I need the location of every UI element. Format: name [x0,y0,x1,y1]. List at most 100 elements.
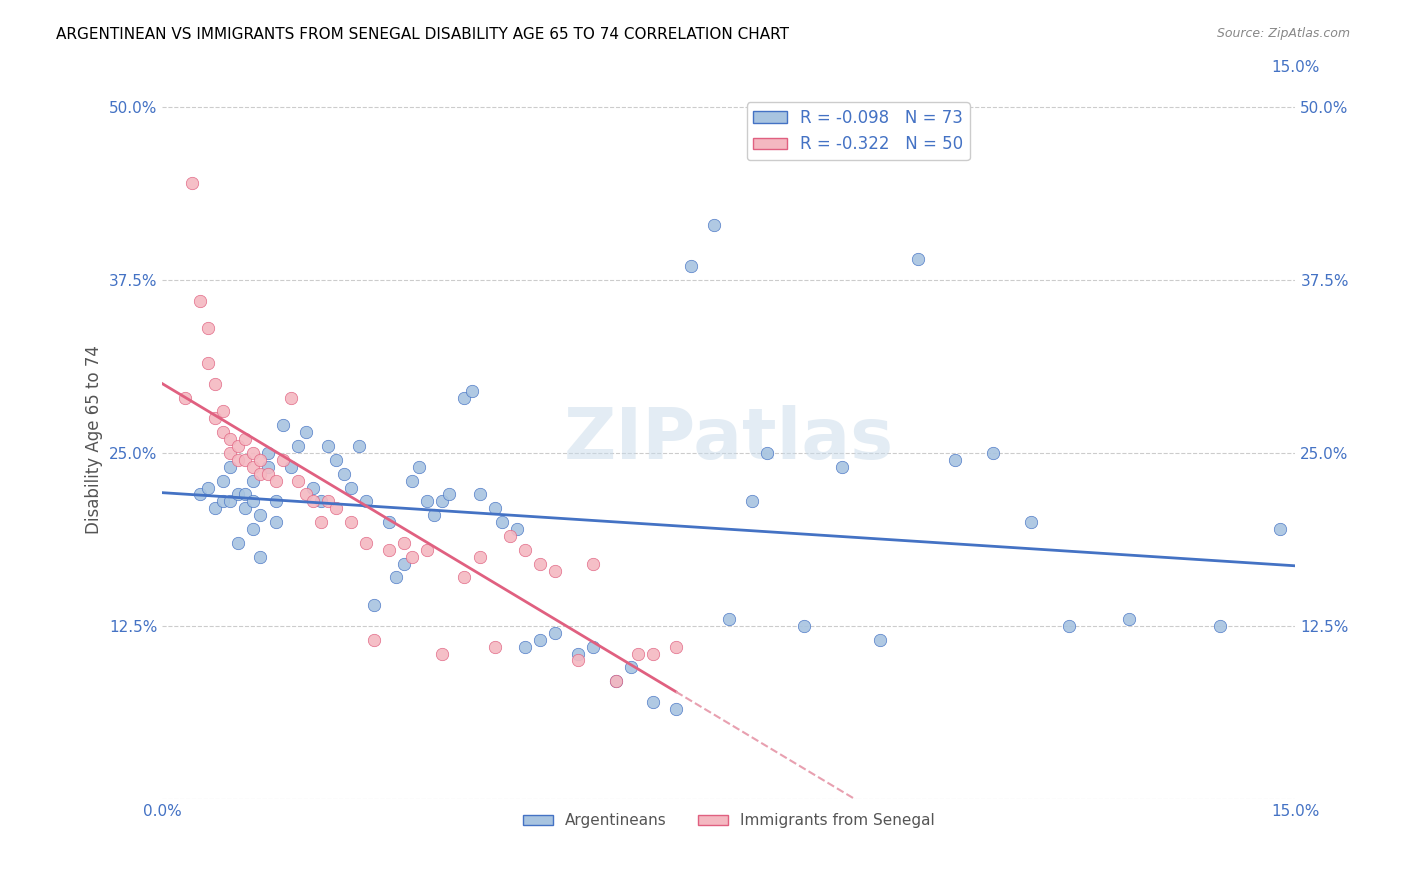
Point [582,640,605,654]
Point [204,501,226,516]
Point [219,494,242,508]
Point [242,446,264,460]
Point [567,653,589,667]
Point [401,474,423,488]
Point [219,432,242,446]
Point [499,529,522,543]
Point [453,570,475,584]
Point [468,549,491,564]
Point [233,453,256,467]
Point [242,522,264,536]
Point [415,542,437,557]
Point [211,425,233,440]
Point [347,439,370,453]
Point [665,640,688,654]
Point [415,494,437,508]
Point [309,515,332,529]
Point [181,176,204,190]
Point [226,536,249,550]
Point [740,494,762,508]
Point [219,446,242,460]
Point [249,549,271,564]
Text: ARGENTINEAN VS IMMIGRANTS FROM SENEGAL DISABILITY AGE 65 TO 74 CORRELATION CHART: ARGENTINEAN VS IMMIGRANTS FROM SENEGAL D… [56,27,789,42]
Point [484,640,506,654]
Point [378,515,401,529]
Point [430,647,453,661]
Point [294,425,316,440]
Point [681,259,703,273]
Point [340,515,363,529]
Point [318,494,340,508]
Point [188,487,211,501]
Point [392,557,415,571]
Point [582,557,605,571]
Point [439,487,461,501]
Point [453,391,475,405]
Point [430,494,453,508]
Point [643,647,665,661]
Point [605,674,627,689]
Point [226,453,249,467]
Point [643,695,665,709]
Point [197,356,219,370]
Point [513,542,536,557]
Point [242,494,264,508]
Point [287,474,309,488]
Point [378,542,401,557]
Point [1019,515,1042,529]
Point [257,459,280,474]
Point [173,391,195,405]
Point [204,411,226,425]
Point [287,439,309,453]
Point [755,446,778,460]
Point [226,487,249,501]
Point [544,564,567,578]
Point [620,660,643,674]
Point [869,632,891,647]
Point [484,501,506,516]
Point [363,598,385,612]
Point [309,494,332,508]
Point [242,474,264,488]
Point [1209,619,1232,633]
Point [1057,619,1080,633]
Point [529,557,551,571]
Point [423,508,446,523]
Point [665,702,688,716]
Point [242,459,264,474]
Point [280,459,302,474]
Point [567,647,589,661]
Point [529,632,551,647]
Point [325,501,347,516]
Point [211,474,233,488]
Point [703,218,725,232]
Point [211,404,233,418]
Point [340,481,363,495]
Point [401,549,423,564]
Point [627,647,650,661]
Text: ZIPatlas: ZIPatlas [564,405,894,474]
Point [302,494,325,508]
Point [233,501,256,516]
Point [302,481,325,495]
Point [264,494,287,508]
Point [491,515,513,529]
Point [385,570,408,584]
Point [831,459,853,474]
Point [461,384,484,398]
Point [257,446,280,460]
Point [793,619,815,633]
Point [354,494,377,508]
Point [945,453,967,467]
Point [197,481,219,495]
Y-axis label: Disability Age 65 to 74: Disability Age 65 to 74 [86,344,103,533]
Point [907,252,929,267]
Point [249,453,271,467]
Point [605,674,627,689]
Point [249,508,271,523]
Point [211,494,233,508]
Point [1270,522,1292,536]
Point [981,446,1004,460]
Point [249,467,271,481]
Point [219,459,242,474]
